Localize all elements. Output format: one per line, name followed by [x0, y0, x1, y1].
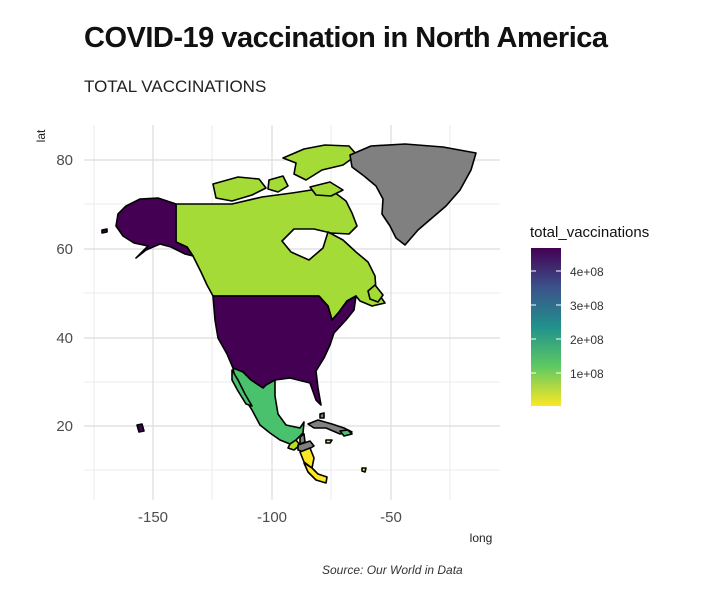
chart-title: COVID-19 vaccination in North America: [84, 22, 608, 54]
region-greenland: [349, 143, 477, 246]
x-tick-label: -150: [138, 509, 168, 526]
legend-label: 1e+08: [570, 367, 604, 381]
region-alaska-aleutians: [101, 228, 108, 234]
source-caption: Source: Our World in Data: [322, 563, 463, 577]
region-hispaniola: [339, 429, 353, 437]
chart-subtitle: TOTAL VACCINATIONS: [84, 77, 267, 96]
region-canada-island-2: [282, 144, 358, 181]
region-trinidad: [361, 467, 367, 473]
region-nicaragua: [299, 447, 315, 469]
y-tick-label: 80: [56, 152, 73, 169]
region-baja-california: [231, 369, 253, 407]
region-canada-island-4: [267, 175, 289, 193]
legend-label: 4e+08: [570, 265, 604, 279]
legend-title: total_vaccinations: [530, 224, 649, 241]
region-guatemala: [287, 439, 301, 451]
legend-colorbar: [531, 248, 561, 406]
legend-label: 3e+08: [570, 299, 604, 313]
region-costa-rica-panama: [303, 462, 328, 484]
legend-label: 2e+08: [570, 333, 604, 347]
region-alaska: [115, 197, 194, 259]
region-mexico: [232, 367, 305, 445]
y-axis-title: lat: [34, 129, 48, 142]
region-jamaica: [325, 439, 333, 444]
y-tick-label: 40: [56, 330, 73, 347]
region-canada-newfoundland: [367, 284, 384, 303]
region-bahamas: [319, 412, 325, 419]
region-canada-island-3: [309, 181, 344, 197]
legend: total_vaccinations 4e+08 3e+08 2e+08 1e+…: [530, 224, 649, 406]
y-tick-label: 60: [56, 241, 73, 258]
y-tick-label: 20: [56, 418, 73, 435]
x-axis-title: long: [470, 531, 493, 545]
x-tick-label: -50: [380, 509, 402, 526]
region-hawaii: [136, 423, 145, 433]
x-tick-label: -100: [257, 509, 287, 526]
region-canada-island-1: [212, 176, 267, 202]
